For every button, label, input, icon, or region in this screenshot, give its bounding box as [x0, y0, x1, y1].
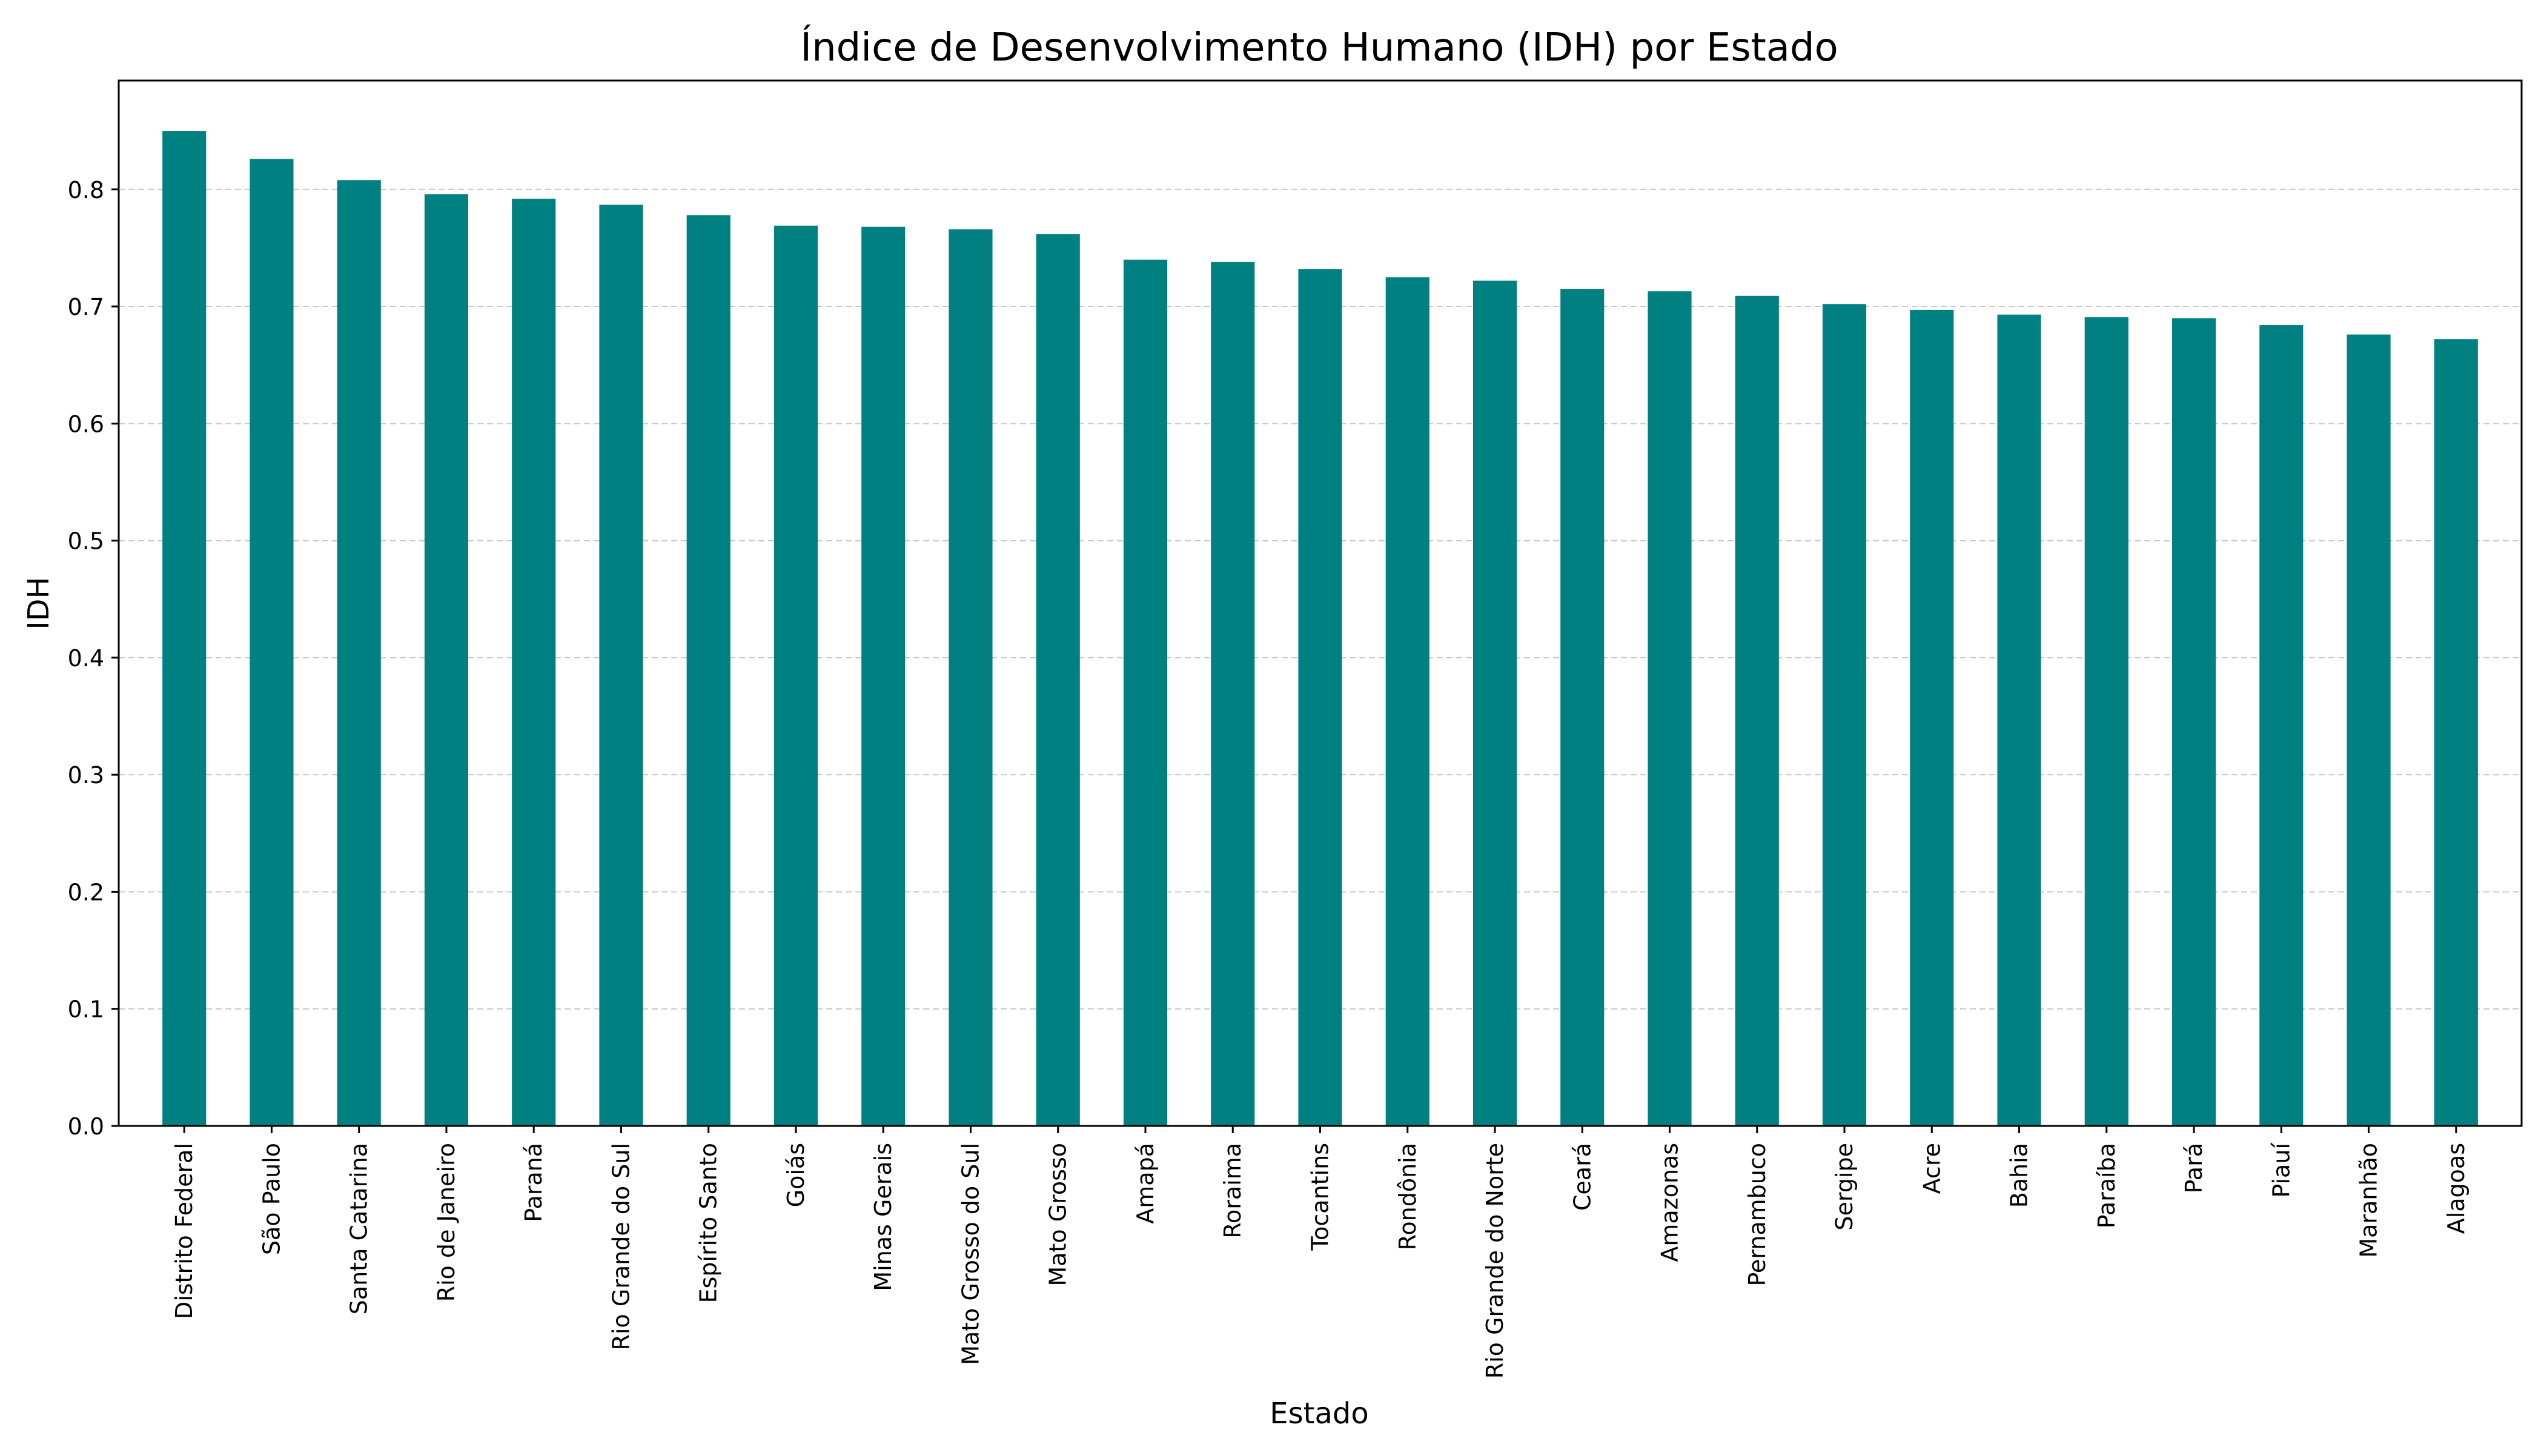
bars [162, 131, 2478, 1127]
bar [2171, 318, 2216, 1126]
x-tick-label: Ceará [1569, 1143, 1595, 1211]
x-tick-label: Amazonas [1657, 1143, 1683, 1262]
bar [250, 159, 294, 1127]
x-tick-label: Bahia [2006, 1143, 2033, 1208]
chart-title: Índice de Desenvolvimento Humano (IDH) p… [800, 24, 1838, 70]
bar [1910, 309, 1954, 1126]
bar [1472, 280, 1517, 1127]
y-tick-label: 0.1 [68, 996, 104, 1023]
y-tick-label: 0.2 [68, 879, 104, 905]
y-tick-label: 0.6 [68, 411, 104, 437]
bar [1560, 289, 1605, 1127]
x-tick-label: Pará [2181, 1143, 2207, 1193]
bar [1211, 262, 1255, 1126]
bar [949, 229, 993, 1126]
x-axis-label: Estado [1270, 1397, 1368, 1431]
x-tick-label: Pernambuco [1744, 1143, 1771, 1286]
bar [1997, 314, 2041, 1126]
bar [337, 180, 381, 1126]
x-tick-label: Rondônia [1394, 1143, 1421, 1250]
bar [861, 227, 906, 1127]
x-tick-label: Paraíba [2093, 1143, 2120, 1228]
x-tick-label: Mato Grosso [1045, 1143, 1072, 1286]
x-tick-label: São Paulo [258, 1143, 285, 1255]
x-tick-label: Tocantins [1307, 1143, 1334, 1251]
bar [1036, 234, 1080, 1126]
x-tick-label: Rio de Janeiro [433, 1143, 460, 1302]
bar [2084, 317, 2128, 1127]
bar [1648, 291, 1692, 1126]
bar [162, 131, 207, 1127]
y-axis-label: IDH [22, 577, 56, 629]
bar [2434, 339, 2478, 1127]
x-tick-label: Piauí [2268, 1142, 2294, 1198]
y-axis-ticks: 0.0 0.1 0.2 0.3 0.4 0.5 0.6 0.7 0.8 [68, 177, 119, 1140]
bar [424, 194, 469, 1126]
x-tick-label: Espírito Santo [695, 1143, 722, 1303]
y-tick-label: 0.8 [68, 177, 104, 204]
x-tick-label: Rio Grande do Sul [608, 1143, 634, 1351]
y-tick-label: 0.0 [68, 1113, 104, 1140]
x-axis-ticks: Distrito Federal São Paulo Santa Catarina R… [171, 1126, 2469, 1378]
x-tick-label: Maranhão [2356, 1143, 2382, 1258]
x-tick-label: Distrito Federal [171, 1143, 197, 1319]
x-tick-label: Acre [1918, 1143, 1945, 1194]
bar [1735, 296, 1779, 1126]
y-tick-label: 0.5 [68, 528, 104, 555]
x-tick-label: Rio Grande do Norte [1482, 1143, 1508, 1378]
bar [1385, 277, 1429, 1127]
x-tick-label: Goiás [783, 1143, 809, 1207]
x-tick-label: Alagoas [2443, 1143, 2469, 1234]
bar [773, 225, 818, 1127]
bar [686, 215, 730, 1127]
x-tick-label: Sergipe [1831, 1143, 1858, 1231]
x-tick-label: Amapá [1132, 1143, 1159, 1224]
bar [1822, 304, 1867, 1126]
bar [2259, 325, 2304, 1126]
bar [2347, 334, 2391, 1126]
x-tick-label: Santa Catarina [346, 1143, 373, 1314]
bar [1298, 269, 1342, 1127]
x-tick-label: Roraima [1219, 1143, 1246, 1239]
bar [599, 204, 643, 1126]
x-tick-label: Paraná [520, 1143, 547, 1222]
bar [1123, 259, 1168, 1127]
x-tick-label: Mato Grosso do Sul [957, 1143, 984, 1365]
y-tick-label: 0.7 [68, 294, 104, 320]
x-tick-label: Minas Gerais [870, 1143, 896, 1291]
y-tick-label: 0.3 [68, 762, 104, 789]
bar [512, 199, 556, 1127]
y-tick-label: 0.4 [68, 645, 104, 672]
